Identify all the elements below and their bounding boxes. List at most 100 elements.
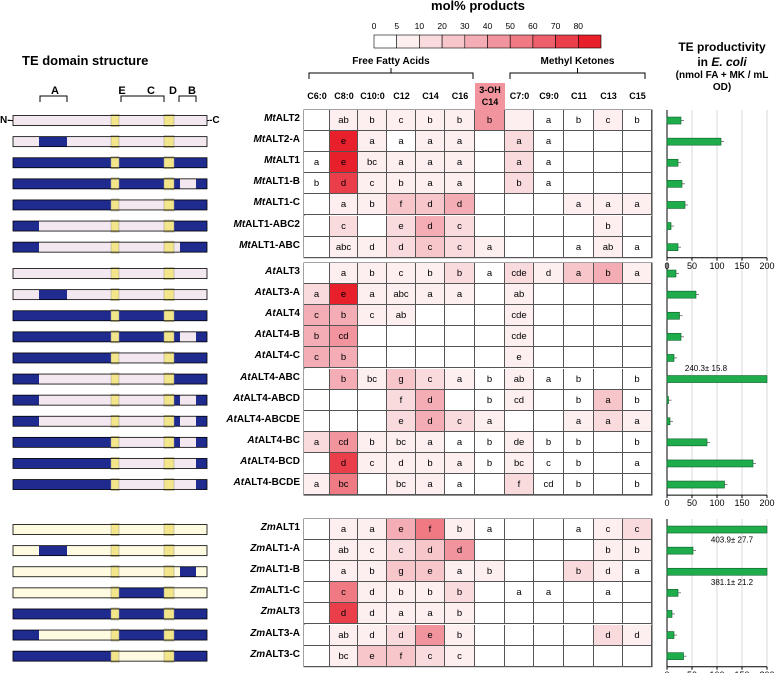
heatmap-cell: cd — [534, 474, 564, 496]
heatmap-cell — [358, 474, 387, 496]
domain-segment — [180, 608, 196, 619]
heatmap-cell: e — [387, 410, 416, 432]
heatmap-cell — [304, 110, 330, 132]
productivity-tick-label: 50 — [686, 260, 697, 271]
domain-segment — [174, 221, 180, 232]
construct-suffix: ALT1 — [275, 155, 300, 167]
domain-segment — [174, 458, 180, 469]
domain-segment — [39, 221, 67, 232]
column-header-line: C14 — [481, 97, 499, 107]
domain-segment — [146, 115, 164, 126]
productivity-tick-label: 50 — [686, 498, 697, 509]
heatmap-cell — [623, 326, 652, 348]
heatmap-cell — [505, 519, 534, 541]
heatmap-cell — [475, 603, 505, 625]
domain-segment — [39, 136, 67, 147]
domain-segment — [119, 416, 146, 427]
heatmap-cell: d — [358, 603, 387, 625]
scale-tick-label: 70 — [551, 21, 561, 31]
domain-segment — [67, 608, 111, 619]
species-prefix: Zm — [250, 585, 266, 597]
heatmap-cell: a — [358, 519, 387, 541]
heatmap-cell — [534, 561, 564, 583]
domain-segment — [119, 630, 146, 641]
construct-label: AtALT4-BCDE — [214, 477, 301, 488]
domain-segment — [39, 416, 67, 427]
domain-segment — [39, 331, 67, 342]
heatmap-cell: d — [387, 236, 416, 258]
heatmap-cell: ab — [505, 284, 534, 306]
heatmap-cell — [534, 519, 564, 541]
species-prefix: Zm — [260, 606, 276, 618]
productivity-tick-label: 0 — [664, 498, 670, 509]
heatmap-cell — [594, 452, 623, 474]
heatmap-cell: c — [304, 305, 330, 327]
heatmap-cell — [475, 474, 505, 496]
methyl-ketones-bracket — [509, 72, 646, 79]
heatmap-cell: bc — [330, 645, 358, 667]
domain-segment — [174, 157, 180, 168]
domain-d-marker — [163, 478, 175, 491]
domain-e-marker — [110, 628, 120, 642]
heatmap-cell — [534, 645, 564, 667]
domain-segment — [13, 545, 39, 556]
heatmap-cell: b — [564, 431, 594, 453]
scale-swatch — [373, 34, 398, 49]
domain-segment — [174, 608, 180, 619]
heatmap-cell: b — [564, 389, 594, 411]
productivity-tick-label: 50 — [680, 670, 704, 673]
domain-segment — [146, 566, 164, 577]
heatmap-cell — [505, 645, 534, 667]
domain-segment — [119, 136, 146, 147]
heatmap-cell: b — [475, 452, 505, 474]
domain-segment — [196, 545, 207, 556]
construct-label: AtALT4 — [214, 308, 300, 319]
heatmap-cell: a — [416, 603, 445, 625]
domain-segment — [180, 289, 196, 300]
heatmap-cell: cde — [505, 326, 534, 348]
scale-swatch — [532, 34, 556, 49]
domain-segment — [13, 608, 39, 619]
domain-segment — [67, 630, 111, 641]
heatmap-cell: c — [445, 215, 475, 237]
heatmap-cell: d — [330, 173, 358, 195]
heatmap-cell — [534, 236, 564, 258]
productivity-tick-label: 150 — [734, 260, 750, 271]
domain-e-marker — [110, 309, 120, 322]
heatmap-cell: b — [416, 263, 445, 285]
domain-segment — [196, 331, 207, 342]
domain-d-marker — [163, 156, 175, 169]
scale-swatch — [441, 34, 466, 49]
domain-segment — [174, 178, 180, 189]
heatmap-cell — [358, 215, 387, 237]
domain-segment — [13, 458, 39, 469]
heatmap-cell — [594, 305, 623, 327]
heatmap-cell — [564, 645, 594, 667]
domain-segment — [146, 199, 164, 210]
domain-segment — [119, 242, 146, 253]
domain-e-marker — [110, 240, 120, 254]
heatmap-cell — [304, 561, 330, 583]
column-header-9: C11 — [570, 91, 587, 101]
domain-segment — [39, 651, 67, 662]
heatmap-cell: a — [330, 519, 358, 541]
heatmap-cell — [505, 603, 534, 625]
construct-label: ZmALT3-C — [214, 649, 300, 660]
domain-e-marker — [110, 607, 120, 621]
domain-label-c: C — [147, 85, 155, 97]
heatmap-cell: e — [387, 215, 416, 237]
productivity-bar — [666, 158, 679, 167]
domain-bar-outline — [12, 394, 208, 406]
heatmap-cell: a — [564, 194, 594, 216]
heatmap-cell — [304, 389, 330, 411]
species-prefix: Mt — [264, 113, 276, 124]
domain-segment — [146, 651, 164, 662]
productivity-units: (nmol FA + MK / mL OD) — [675, 70, 769, 93]
heatmap-cell: a — [534, 582, 564, 604]
heatmap-cell — [475, 326, 505, 348]
domain-bar-outline — [12, 587, 208, 599]
species-prefix: At — [265, 266, 276, 277]
construct-label: MtALT1-C — [214, 197, 300, 208]
domain-segment — [180, 242, 196, 253]
heatmap-cell — [475, 284, 505, 306]
